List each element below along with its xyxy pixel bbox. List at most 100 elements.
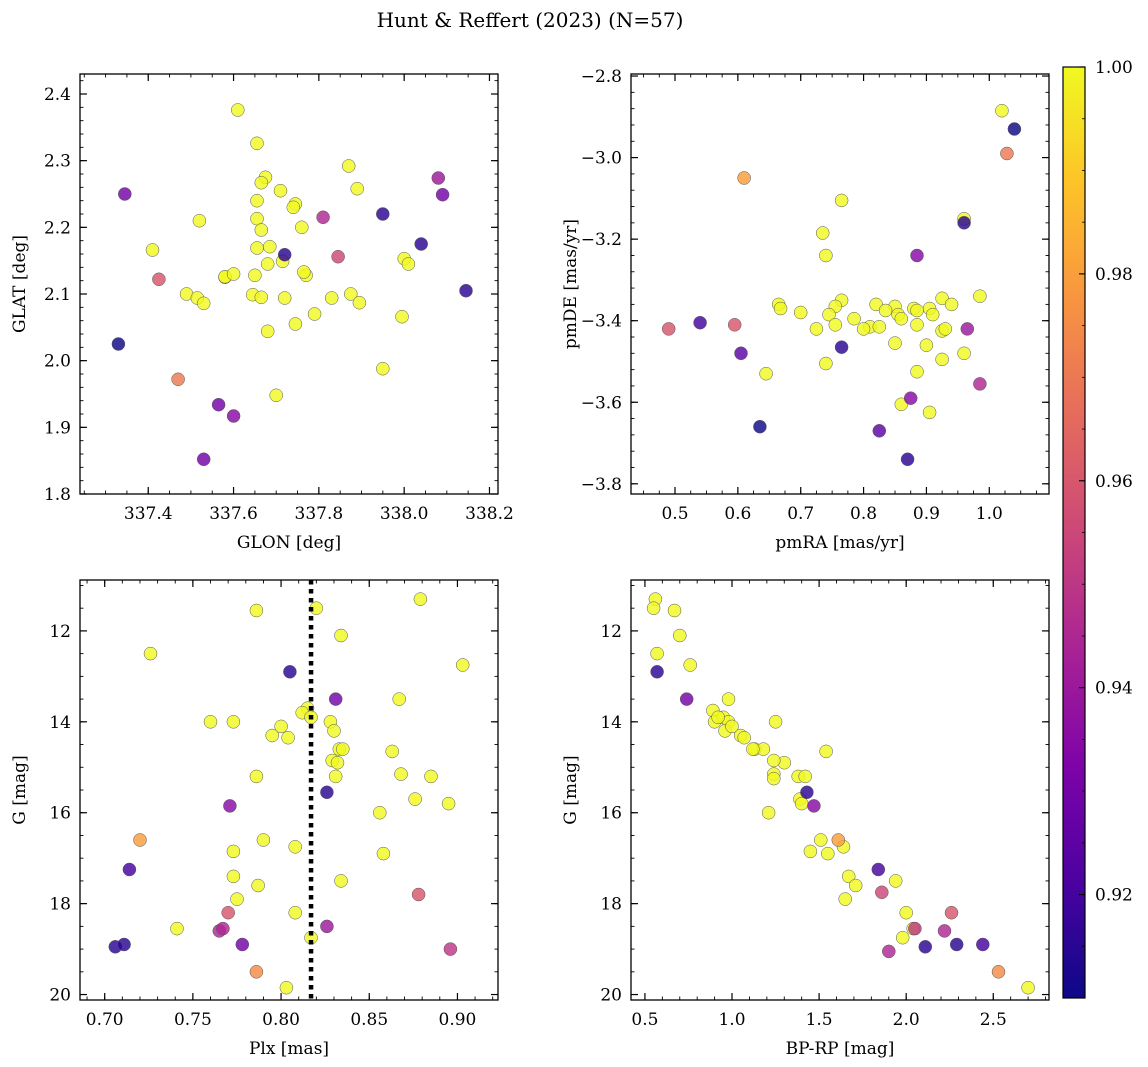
scatter-point: [394, 767, 408, 781]
scatter-point: [192, 213, 207, 228]
scatter-point: [395, 309, 409, 324]
scatter-point: [424, 769, 438, 784]
scatter-point: [683, 658, 697, 672]
scatter-point: [803, 844, 818, 859]
scatter-point: [297, 265, 311, 279]
scatter-point: [250, 211, 264, 226]
scatter-point: [768, 715, 783, 729]
scatter-point: [249, 603, 264, 618]
scatter-point: [277, 247, 292, 262]
scatter-points: [111, 103, 473, 467]
x-axis-label: Plx [mas]: [249, 1039, 329, 1059]
scatter-point: [376, 361, 390, 376]
y-axis-label: pmDE [mas/yr]: [561, 219, 581, 349]
scatter-point: [265, 728, 279, 743]
x-tick-label: 338.2: [465, 504, 514, 524]
scatter-point: [441, 796, 456, 811]
scatter-point: [819, 248, 833, 263]
scatter-point: [991, 965, 1006, 979]
scatter-point: [922, 405, 937, 420]
scatter-point: [328, 692, 343, 706]
y-tick-label: 2.1: [44, 285, 71, 305]
x-axis-label: GLON [deg]: [237, 533, 341, 553]
scatter-point: [281, 730, 295, 745]
scatter-point: [1021, 980, 1035, 995]
scatter-point: [875, 885, 889, 900]
scatter-point: [834, 340, 849, 354]
y-tick-label: 14: [600, 713, 622, 733]
scatter-point: [949, 937, 964, 952]
y-tick-label: 16: [49, 804, 71, 824]
scatter-point: [344, 287, 358, 301]
scatter-point: [937, 924, 952, 938]
scatter-point: [1007, 122, 1022, 136]
scatter-point: [455, 658, 470, 672]
scatter-point: [894, 397, 909, 412]
scatter-point: [944, 905, 959, 920]
y-tick-label: 18: [600, 895, 622, 915]
scatter-point: [211, 397, 226, 412]
scatter-point: [894, 311, 909, 326]
scatter-point: [973, 377, 987, 391]
scatter-point: [221, 905, 235, 920]
colorbar-gradient: [1062, 66, 1086, 999]
scatter-point: [226, 844, 241, 859]
scatter-point: [408, 792, 422, 806]
scatter-point: [673, 628, 687, 643]
x-tick-label: 0.90: [439, 1010, 477, 1030]
scatter-point: [223, 799, 237, 813]
scatter-point: [341, 159, 356, 173]
scatter-point: [679, 692, 694, 706]
y-axis-label: GLAT [deg]: [10, 235, 30, 333]
scatter-point: [753, 419, 767, 434]
scatter-point: [443, 942, 458, 956]
scatter-point: [320, 919, 334, 934]
scatter-point: [196, 452, 211, 467]
scatter-point: [856, 322, 871, 336]
scatter-point: [794, 796, 809, 811]
scatter-point: [235, 937, 250, 952]
scatter-point: [373, 805, 387, 820]
scatter-point: [256, 833, 271, 847]
scatter-point: [910, 318, 924, 332]
scatter-point: [872, 424, 887, 438]
x-axis-label: BP-RP [mag]: [786, 1039, 895, 1059]
scatter-point: [459, 283, 473, 298]
scatter-point: [650, 665, 664, 679]
scatter-point: [910, 364, 924, 379]
x-tick-label: 1.0: [718, 1010, 745, 1030]
scatter-point: [721, 692, 736, 706]
scatter-point: [807, 799, 821, 813]
scatter-point: [288, 840, 302, 854]
scatter-point: [919, 338, 934, 352]
scatter-point: [170, 921, 184, 936]
y-tick-label: 2.4: [44, 85, 71, 105]
y-tick-label: 1.9: [44, 418, 71, 438]
scatter-point: [819, 744, 833, 759]
scatter-point: [767, 771, 781, 786]
scatter-point: [288, 905, 302, 920]
scatter-point: [279, 980, 294, 995]
scatter-point: [798, 769, 812, 784]
scatter-points: [661, 103, 1022, 467]
y-tick-label: 2.0: [44, 352, 71, 372]
scatter-point: [336, 742, 350, 756]
scatter-point: [226, 715, 241, 729]
scatter-point: [118, 187, 132, 201]
scatter-point: [809, 322, 824, 336]
scatter-point: [878, 303, 893, 318]
scatter-point: [249, 965, 264, 979]
scatter-point: [307, 307, 322, 321]
scatter-point: [327, 724, 341, 738]
scatter-point: [324, 291, 339, 305]
scatter-point: [828, 318, 843, 332]
y-tick-label: −3.8: [581, 475, 622, 495]
scatter-point: [727, 318, 742, 332]
scatter-point: [254, 175, 269, 190]
scatter-point: [231, 103, 245, 117]
scatter-point: [260, 257, 275, 271]
scatter-point: [117, 937, 131, 952]
scatter-point: [973, 289, 987, 303]
scatter-point: [203, 715, 218, 729]
